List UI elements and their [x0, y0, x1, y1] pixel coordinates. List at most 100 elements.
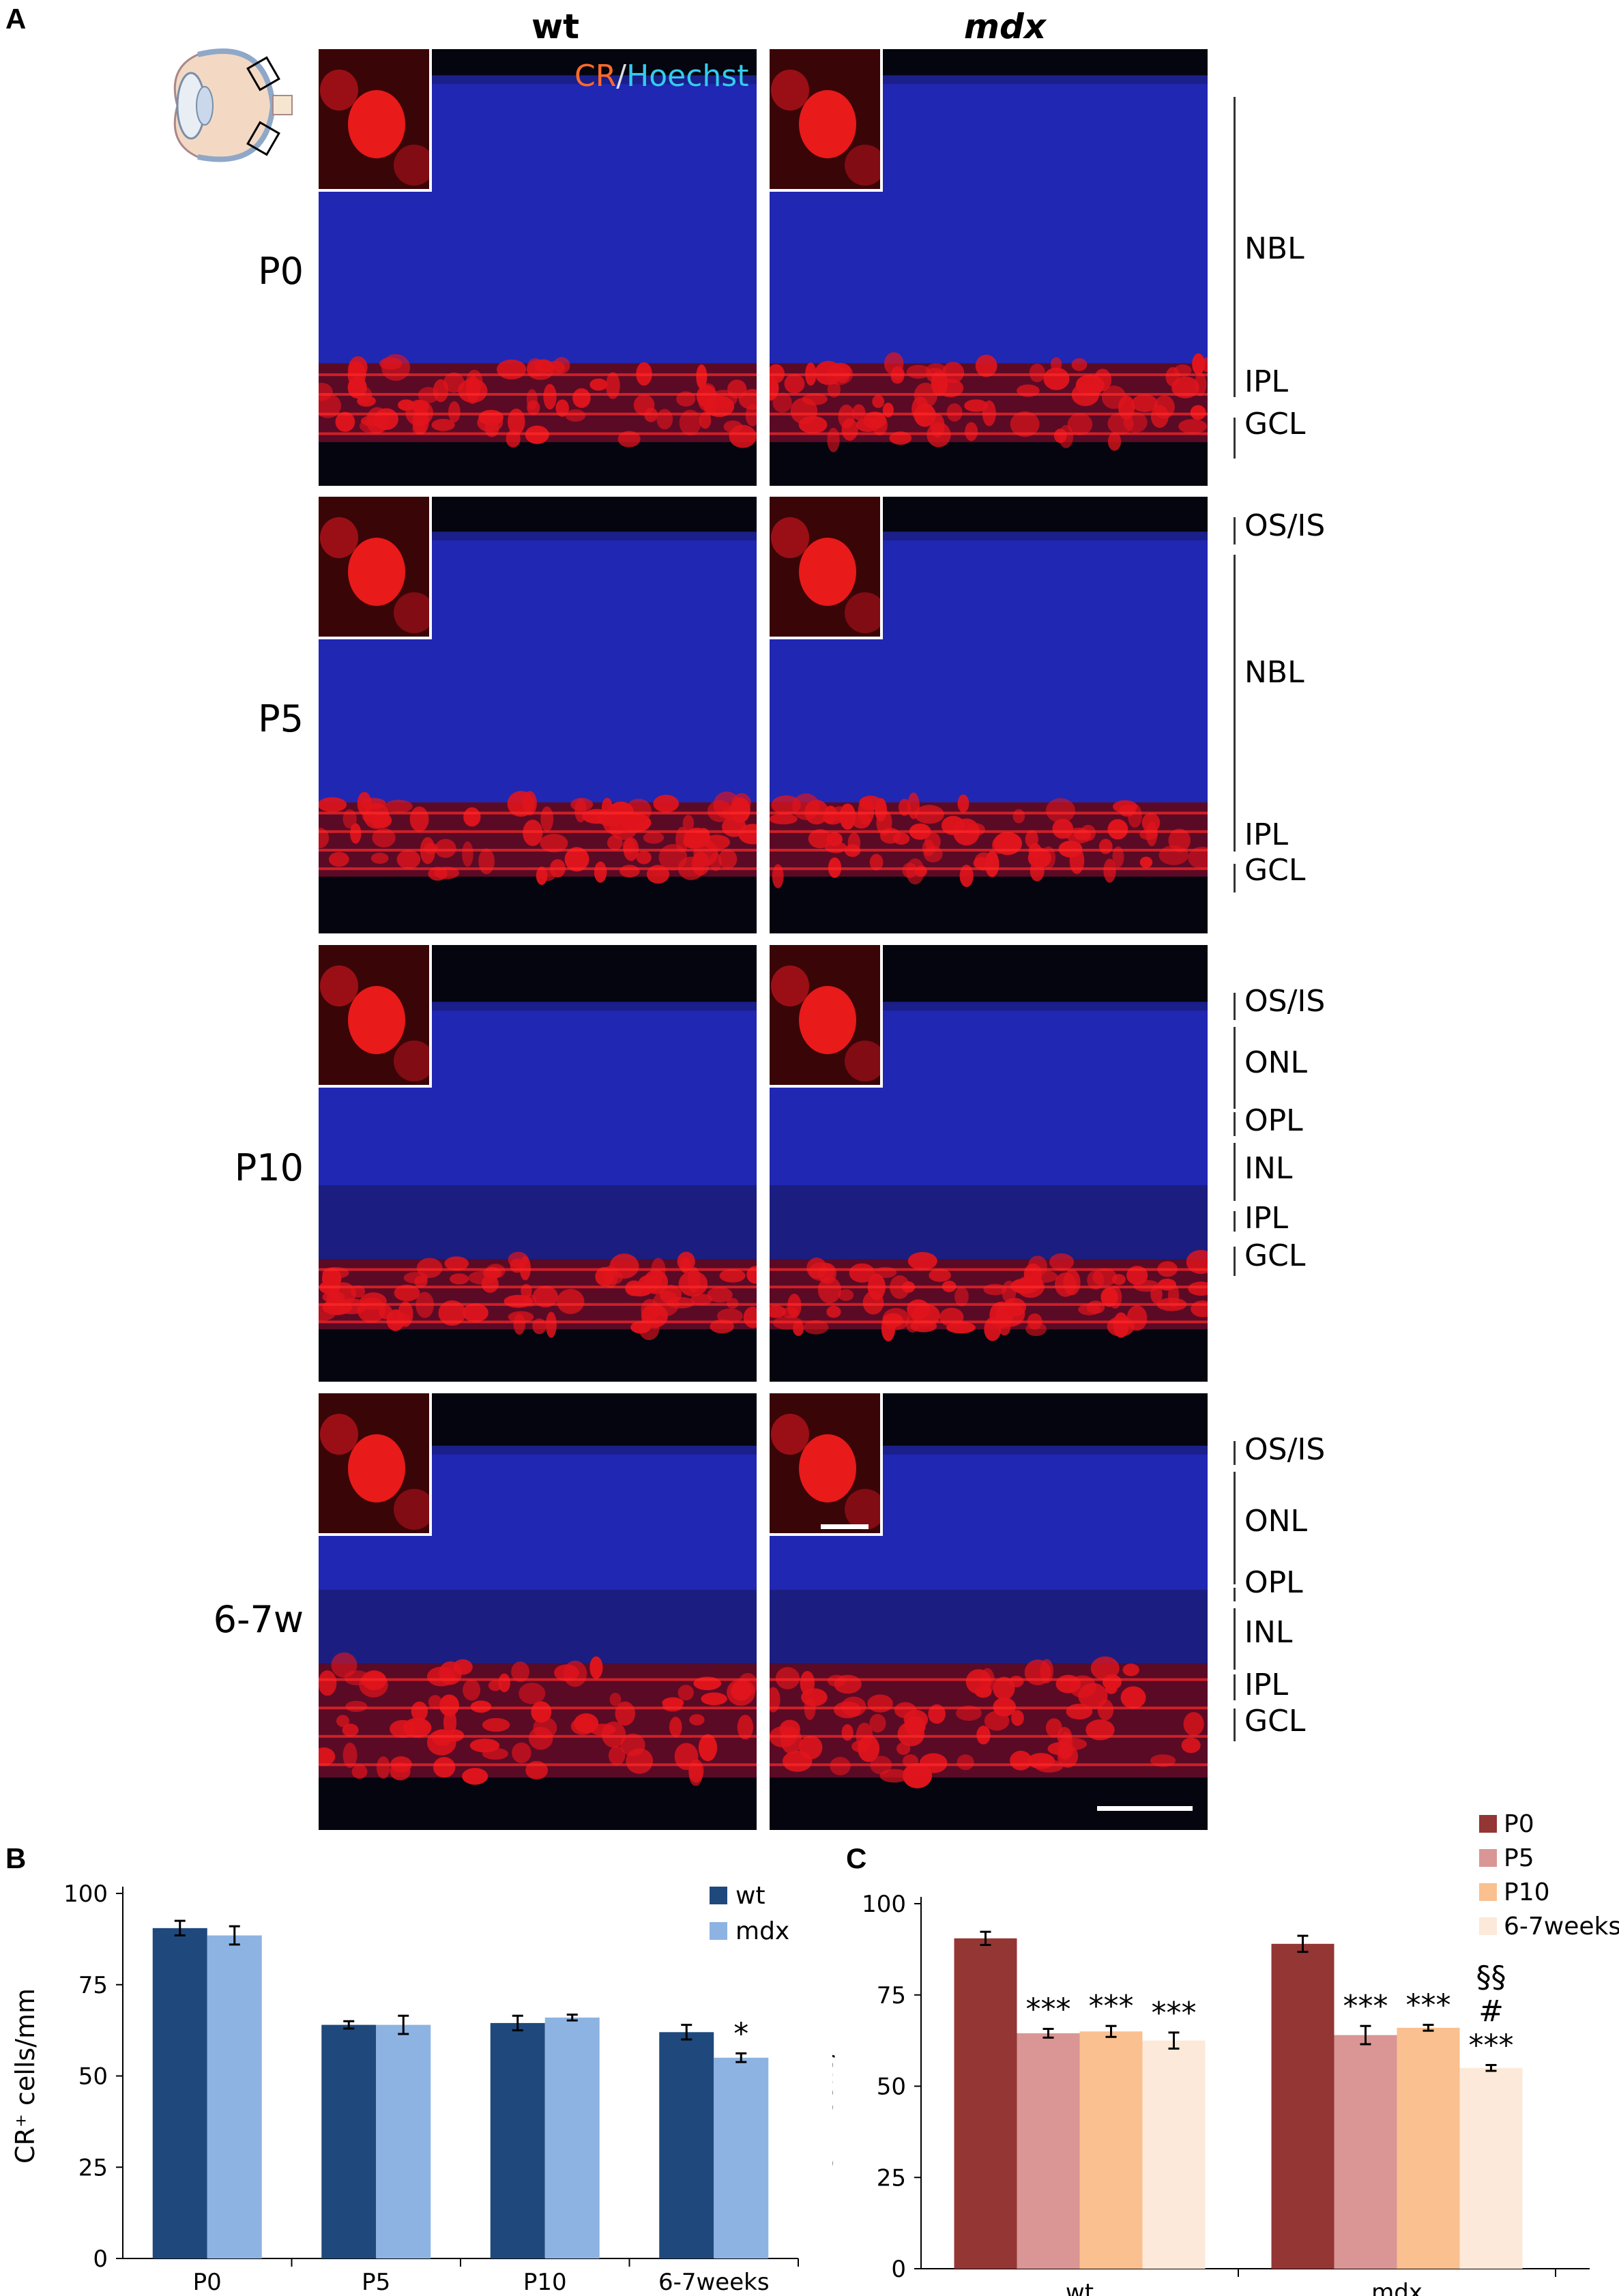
layer-label-inl: INL: [1244, 1151, 1293, 1186]
x-tick-label: P0: [193, 2269, 222, 2296]
inset-mdx-p5: [770, 497, 883, 639]
layer-bracket-line: [1234, 838, 1236, 852]
legend-swatch-wt: [710, 1887, 727, 1904]
panel-label-a: A: [5, 3, 27, 35]
y-tick-label: 75: [877, 1982, 906, 2009]
significance-marker: #: [1478, 1994, 1504, 2029]
row-label-p0: P0: [258, 250, 304, 293]
y-tick-label: 25: [877, 2164, 906, 2192]
layer-bracket-line: [1234, 1027, 1236, 1109]
column-heading-wt: wt: [531, 7, 580, 46]
y-axis-label: CR⁺ cells/mm: [10, 1988, 40, 2164]
layer-label-os-is: OS/IS: [1244, 984, 1326, 1019]
micrograph-wt-p0: [319, 49, 757, 486]
row-label-6-7w: 6-7w: [213, 1598, 304, 1641]
layer-label-ipl: IPL: [1244, 1201, 1289, 1236]
layer-bracket-line: [1234, 1441, 1236, 1465]
y-tick-label: 50: [877, 2074, 906, 2101]
legend-swatch-6-7weeks: [1479, 1917, 1497, 1935]
layer-label-onl: ONL: [1244, 1045, 1308, 1080]
legend-label-P0: P0: [1504, 1810, 1534, 1838]
significance-marker: ***: [1469, 2028, 1514, 2063]
inset-mdx-p10: [770, 945, 883, 1088]
legend-swatch-mdx: [710, 1922, 727, 1940]
layer-label-opl: OPL: [1244, 1565, 1303, 1600]
significance-marker: ***: [1152, 1996, 1197, 2031]
bar-P10-wt: [1079, 2031, 1143, 2269]
bar-mdx-6-7weeks: [714, 2057, 769, 2258]
significance-marker: ***: [1343, 1989, 1388, 2024]
layer-bracket-line: [1234, 517, 1236, 544]
layer-bracket-line: [1234, 1588, 1236, 1601]
layer-bracket-line: [1234, 1472, 1236, 1584]
significance-marker: ***: [1406, 1988, 1451, 2023]
x-tick-label: mdx: [1371, 2279, 1423, 2296]
x-tick-label: wt: [1066, 2279, 1094, 2296]
legend-swatch-P10: [1479, 1883, 1497, 1901]
layer-bracket-line: [1234, 418, 1236, 459]
layer-bracket-line: [1234, 1608, 1236, 1670]
inset-wt-p5: [319, 497, 432, 639]
y-tick-label: 100: [862, 1891, 906, 1918]
bar-6-7weeks-mdx: [1459, 2067, 1523, 2269]
layer-bracket-line: [1234, 97, 1236, 383]
y-tick-label: 75: [78, 1972, 108, 1999]
panel-label-c: C: [846, 1842, 867, 1874]
y-tick-label: 0: [891, 2256, 906, 2283]
significance-marker: ***: [1026, 1992, 1071, 2027]
layer-label-gcl: GCL: [1244, 1238, 1306, 1273]
bar-P10-mdx: [1397, 2027, 1460, 2269]
y-tick-label: 100: [63, 1880, 108, 1908]
bar-P0-wt: [954, 1938, 1017, 2269]
inset-wt-p0: [319, 49, 432, 192]
legend-label-6-7weeks: 6-7weeks: [1504, 1913, 1619, 1941]
legend-swatch-P0: [1479, 1815, 1497, 1833]
layer-bracket-line: [1234, 1247, 1236, 1276]
eye-schematic-icon: [171, 41, 293, 171]
significance-marker: ***: [1089, 1989, 1134, 2024]
layer-bracket-line: [1234, 864, 1236, 892]
row-label-p5: P5: [258, 697, 304, 740]
micrograph-mdx-p5: [770, 497, 1208, 933]
micrograph-wt-p5: [319, 497, 757, 933]
bar-wt-P5: [321, 2024, 377, 2258]
inset-wt-6-7w: [319, 1393, 432, 1536]
legend-label-mdx: mdx: [735, 1917, 789, 1945]
legend-swatch-P5: [1479, 1849, 1497, 1867]
layer-bracket-line: [1234, 1143, 1236, 1201]
x-tick-label: P10: [523, 2269, 567, 2296]
micrograph-mdx-p10: [770, 945, 1208, 1382]
inset-mdx-6-7w: [770, 1393, 883, 1536]
layer-bracket-line: [1234, 1674, 1236, 1700]
inset-wt-p10: [319, 945, 432, 1088]
layer-bracket-line: [1234, 1112, 1236, 1136]
inset-mdx-p0: [770, 49, 883, 192]
layer-label-gcl: GCL: [1244, 407, 1306, 441]
panel-label-b: B: [5, 1842, 27, 1874]
layer-label-onl: ONL: [1244, 1504, 1308, 1539]
significance-marker: *: [733, 2016, 748, 2051]
x-tick-label: 6-7weeks: [658, 2269, 770, 2296]
bar-wt-P10: [490, 2022, 545, 2258]
bar-6-7weeks-wt: [1142, 2040, 1206, 2269]
bar-P5-wt: [1017, 2033, 1080, 2269]
stain-hoechst: Hoechst: [626, 59, 749, 93]
layer-label-inl: INL: [1244, 1615, 1293, 1650]
bar-wt-P0: [152, 1928, 207, 2258]
y-axis-label: CR⁺ cells/mm: [832, 1999, 838, 2174]
bar-P5-mdx: [1334, 2035, 1397, 2269]
layer-label-os-is: OS/IS: [1244, 1432, 1326, 1467]
y-tick-label: 50: [78, 2063, 108, 2091]
layer-bracket-line: [1234, 1709, 1236, 1741]
layer-label-opl: OPL: [1244, 1103, 1303, 1138]
layer-bracket-line: [1234, 555, 1236, 838]
bar-wt-6-7weeks: [659, 2032, 714, 2258]
layer-label-os-is: OS/IS: [1244, 508, 1326, 543]
significance-marker: §§: [1476, 1960, 1506, 1994]
legend-label-P5: P5: [1504, 1844, 1534, 1872]
stain-cr: CR: [574, 59, 617, 93]
stain-label: CR/Hoechst: [574, 59, 748, 93]
bar-mdx-P10: [544, 2017, 600, 2258]
layer-label-ipl: IPL: [1244, 1668, 1289, 1702]
column-heading-mdx: mdx: [963, 7, 1047, 46]
